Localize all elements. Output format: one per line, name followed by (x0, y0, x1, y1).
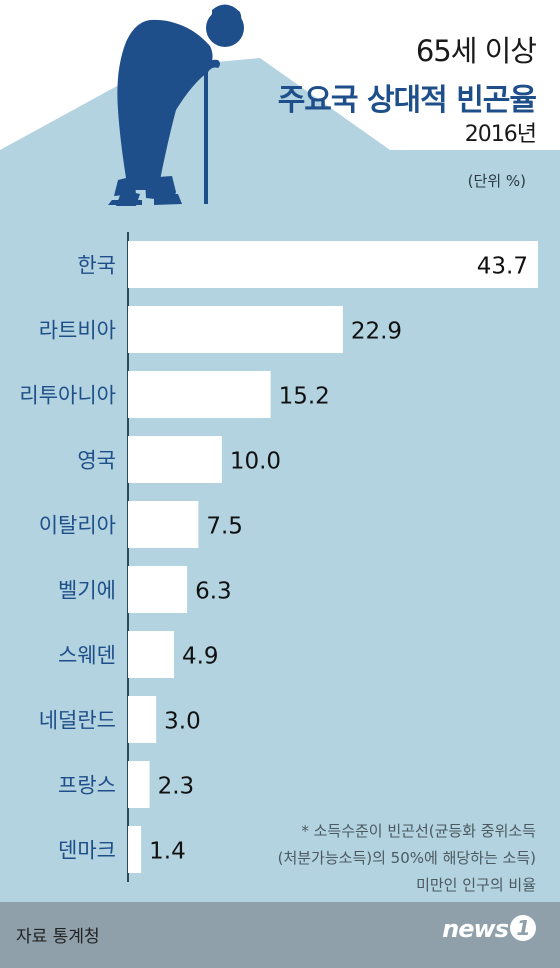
news1-logo: news 1 (442, 915, 536, 943)
bar (128, 566, 188, 613)
bar (128, 436, 222, 483)
bar (128, 826, 142, 873)
value-label: 4.9 (182, 644, 219, 670)
bar (128, 761, 150, 808)
chart-title: 주요국 상대적 빈곤율 (277, 83, 537, 118)
title-line-1: 65세 이상 (415, 34, 537, 68)
category-label: 벨기에 (58, 579, 116, 603)
value-label: 6.3 (195, 579, 232, 605)
bar (128, 696, 157, 743)
footnote-line-1: * 소득수준이 빈곤선(균등화 중위소득 (301, 822, 536, 840)
category-label: 한국 (77, 254, 116, 278)
value-label: 10.0 (230, 449, 281, 475)
value-label: 22.9 (351, 319, 402, 345)
source-label: 자료 통계청 (16, 927, 100, 947)
value-label: 3.0 (164, 709, 201, 735)
category-label: 이탈리아 (39, 514, 116, 538)
value-label: 7.5 (206, 514, 243, 540)
bar (128, 306, 343, 353)
value-label: 15.2 (279, 384, 330, 410)
footnote-line-2: (처분가능소득)의 50%에 해당하는 소득) (277, 849, 536, 867)
category-label: 영국 (77, 449, 116, 473)
footnote-line-3: 미만인 인구의 비율 (416, 876, 536, 894)
bar (128, 501, 199, 548)
category-label: 리투아니아 (19, 384, 116, 408)
value-label: 43.7 (477, 254, 528, 280)
category-label: 덴마크 (58, 839, 116, 863)
category-label: 스웨덴 (58, 644, 116, 668)
logo-text: news (442, 915, 509, 943)
title-year: 2016년 (464, 122, 537, 147)
category-label: 라트비아 (39, 319, 116, 343)
logo-mark: 1 (510, 915, 536, 941)
value-label: 2.3 (158, 774, 195, 800)
bar (128, 371, 271, 418)
bar (128, 631, 174, 678)
elderly-person-with-cane-icon (108, 4, 244, 206)
unit-label: (단위 %) (467, 172, 526, 190)
footnote: * 소득수준이 빈곤선(균등화 중위소득 (처분가능소득)의 50%에 해당하는… (216, 818, 536, 899)
footer-bar (0, 902, 560, 968)
bar (128, 241, 538, 288)
value-label: 1.4 (149, 839, 186, 865)
category-label: 프랑스 (58, 774, 116, 798)
category-label: 네덜란드 (39, 709, 116, 733)
